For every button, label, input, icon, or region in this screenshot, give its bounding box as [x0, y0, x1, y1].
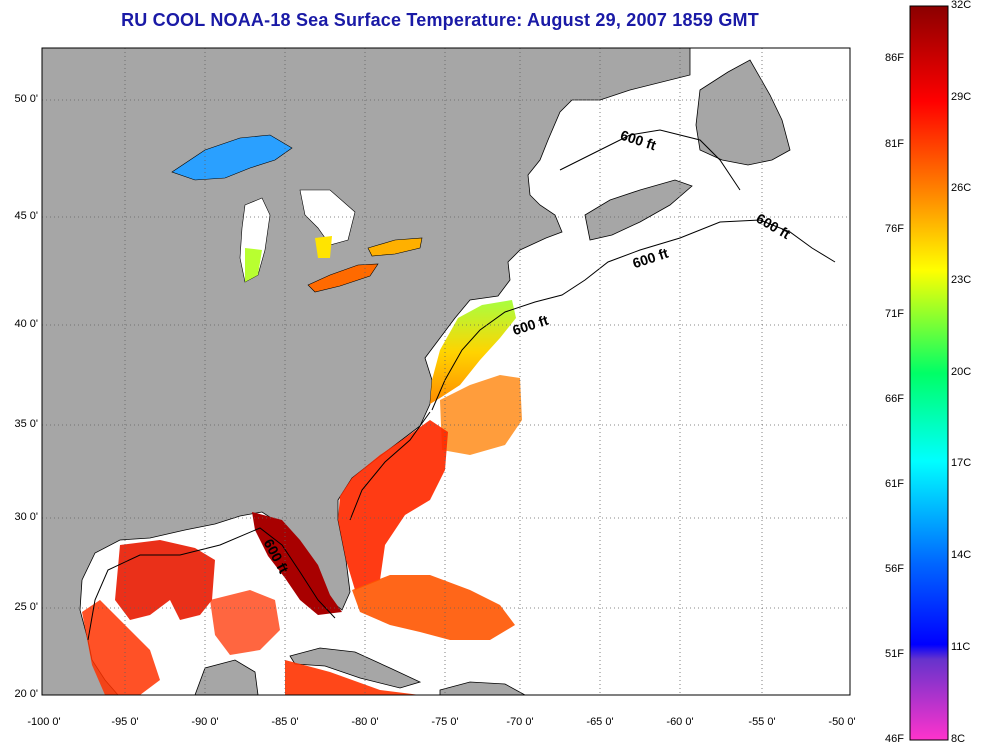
latitude-label: 20 0' [14, 688, 38, 700]
sst-southeast-coast [338, 420, 448, 590]
map-title: RU COOL NOAA-18 Sea Surface Temperature:… [121, 10, 759, 30]
graticule [42, 48, 850, 695]
isobath-600ft-gulf [87, 527, 336, 641]
latitude-label: 45 0' [14, 210, 38, 222]
latitude-label: 35 0' [14, 418, 38, 430]
colorbar-fahrenheit-label: 46F [885, 733, 904, 745]
longitude-label: -80 0' [351, 716, 379, 728]
longitude-label: -55 0' [748, 716, 776, 728]
longitude-label: -75 0' [431, 716, 459, 728]
sst-mid-atlantic [430, 300, 516, 404]
isobath-600ft-gulf-of-maine [559, 129, 741, 191]
lake-huron-sst [315, 236, 332, 258]
longitude-label: -100 0' [27, 716, 61, 728]
colorbar-gradient [909, 5, 949, 741]
colorbar-celsius-label: 17C [951, 457, 972, 469]
sst-bahamas [352, 575, 515, 640]
lake-ontario [367, 237, 423, 257]
lake-huron [299, 189, 356, 246]
latitude-label: 30 0' [14, 511, 38, 523]
longitude-label: -65 0' [586, 716, 614, 728]
colorbar-celsius-label: 26C [951, 182, 972, 194]
colorbar-fahrenheit-label: 56F [885, 563, 904, 575]
longitude-label: -95 0' [111, 716, 139, 728]
colorbar-celsius-label: 14C [951, 549, 972, 561]
lake-superior [171, 134, 293, 181]
latitude-label: 25 0' [14, 601, 38, 613]
colorbar-celsius-label: 23C [951, 274, 972, 286]
cuba-land [289, 647, 422, 689]
colorbar-fahrenheit-label: 71F [885, 308, 904, 320]
sst-west-florida-shelf [252, 512, 342, 615]
colorbar-fahrenheit-label: 81F [885, 138, 904, 150]
nova-scotia-land [584, 179, 693, 241]
colorbar-celsius-label: 29C [951, 91, 972, 103]
longitude-label: -90 0' [191, 716, 219, 728]
lake-michigan-sst [245, 248, 262, 282]
lake-erie [307, 263, 379, 293]
colorbar-celsius-label: 11C [951, 641, 971, 653]
map-frame [41, 47, 851, 696]
colorbar-celsius-label: 20C [951, 366, 972, 378]
longitude-label: -70 0' [506, 716, 534, 728]
longitude-label: -60 0' [666, 716, 694, 728]
longitude-label: -50 0' [828, 716, 856, 728]
colorbar-fahrenheit-label: 66F [885, 393, 904, 405]
longitude-label: -85 0' [271, 716, 299, 728]
colorbar-celsius-label: 8C [951, 733, 966, 745]
yucatan-land [194, 659, 259, 695]
colorbar-celsius-label: 32C [951, 0, 972, 11]
isobath-600ft-southeast [349, 411, 431, 521]
colorbar-fahrenheit-label: 51F [885, 648, 904, 660]
sst-gulf-central [210, 590, 280, 655]
sst-gulf-of-mexico [115, 540, 215, 620]
sst-gulf-stream-orange [440, 375, 522, 455]
newfoundland-land [695, 59, 791, 166]
sst-caribbean [285, 660, 420, 695]
hispaniola-land [439, 681, 526, 695]
isobath-600ft-atlantic [431, 219, 836, 411]
colorbar-fahrenheit-label: 61F [885, 478, 904, 490]
colorbar-fahrenheit-label: 76F [885, 223, 904, 235]
latitude-label: 40 0' [14, 318, 38, 330]
sst-gulf-west [82, 600, 160, 695]
colorbar-fahrenheit-label: 86F [885, 52, 904, 64]
latitude-label: 50 0' [14, 93, 38, 105]
